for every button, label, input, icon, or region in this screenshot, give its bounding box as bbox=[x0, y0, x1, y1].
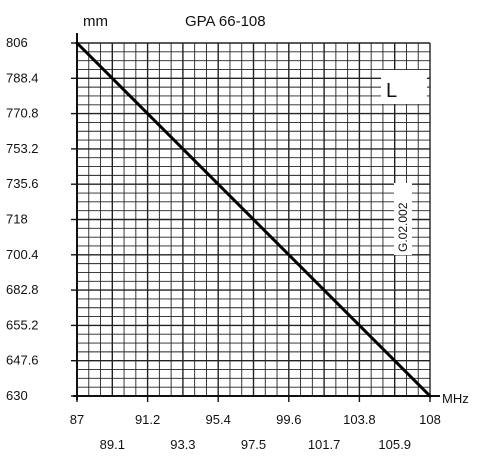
x-tick-label: 95.4 bbox=[206, 412, 231, 427]
y-tick-label: 735.6 bbox=[6, 176, 39, 191]
x-tick-label: 89.1 bbox=[100, 437, 125, 452]
y-tick-label: 655.2 bbox=[6, 317, 39, 332]
x-tick-label: 87 bbox=[70, 412, 84, 427]
x-tick-label: 97.5 bbox=[241, 437, 266, 452]
x-tick-label: 99.6 bbox=[276, 412, 301, 427]
x-tick-label: 103.8 bbox=[343, 412, 376, 427]
x-tick-label: 105.9 bbox=[378, 437, 411, 452]
x-tick-label: 93.3 bbox=[170, 437, 195, 452]
series-line bbox=[75, 41, 432, 398]
y-tick-label: 753.2 bbox=[6, 141, 39, 156]
y-axis-unit-label: mm bbox=[83, 13, 108, 30]
labels: 806 788.4 770.8 753.2 735.6 718 700.4 682.8 655.… bbox=[6, 35, 441, 452]
y-tick-label: 788.4 bbox=[6, 70, 39, 85]
series-layer bbox=[75, 41, 432, 398]
chart-title: GPA 66-108 bbox=[185, 13, 266, 30]
x-tick-label: 91.2 bbox=[135, 412, 160, 427]
x-axis-unit-label: MHz bbox=[442, 391, 469, 406]
badge-label: L bbox=[386, 80, 397, 102]
y-tick-label: 647.6 bbox=[6, 353, 39, 368]
y-tick-label: 630 bbox=[6, 388, 28, 403]
code-box bbox=[394, 183, 412, 255]
y-tick-label: 700.4 bbox=[6, 247, 39, 262]
y-tick-label: 682.8 bbox=[6, 282, 39, 297]
y-tick-label: 806 bbox=[6, 35, 28, 50]
y-tick-label: 718 bbox=[6, 212, 28, 227]
axes bbox=[71, 33, 440, 402]
code-label: G.02.002 bbox=[396, 202, 410, 252]
x-tick-label: 108 bbox=[419, 412, 441, 427]
badge-box bbox=[381, 70, 427, 104]
x-tick-label: 101.7 bbox=[308, 437, 341, 452]
y-tick-label: 770.8 bbox=[6, 106, 39, 121]
